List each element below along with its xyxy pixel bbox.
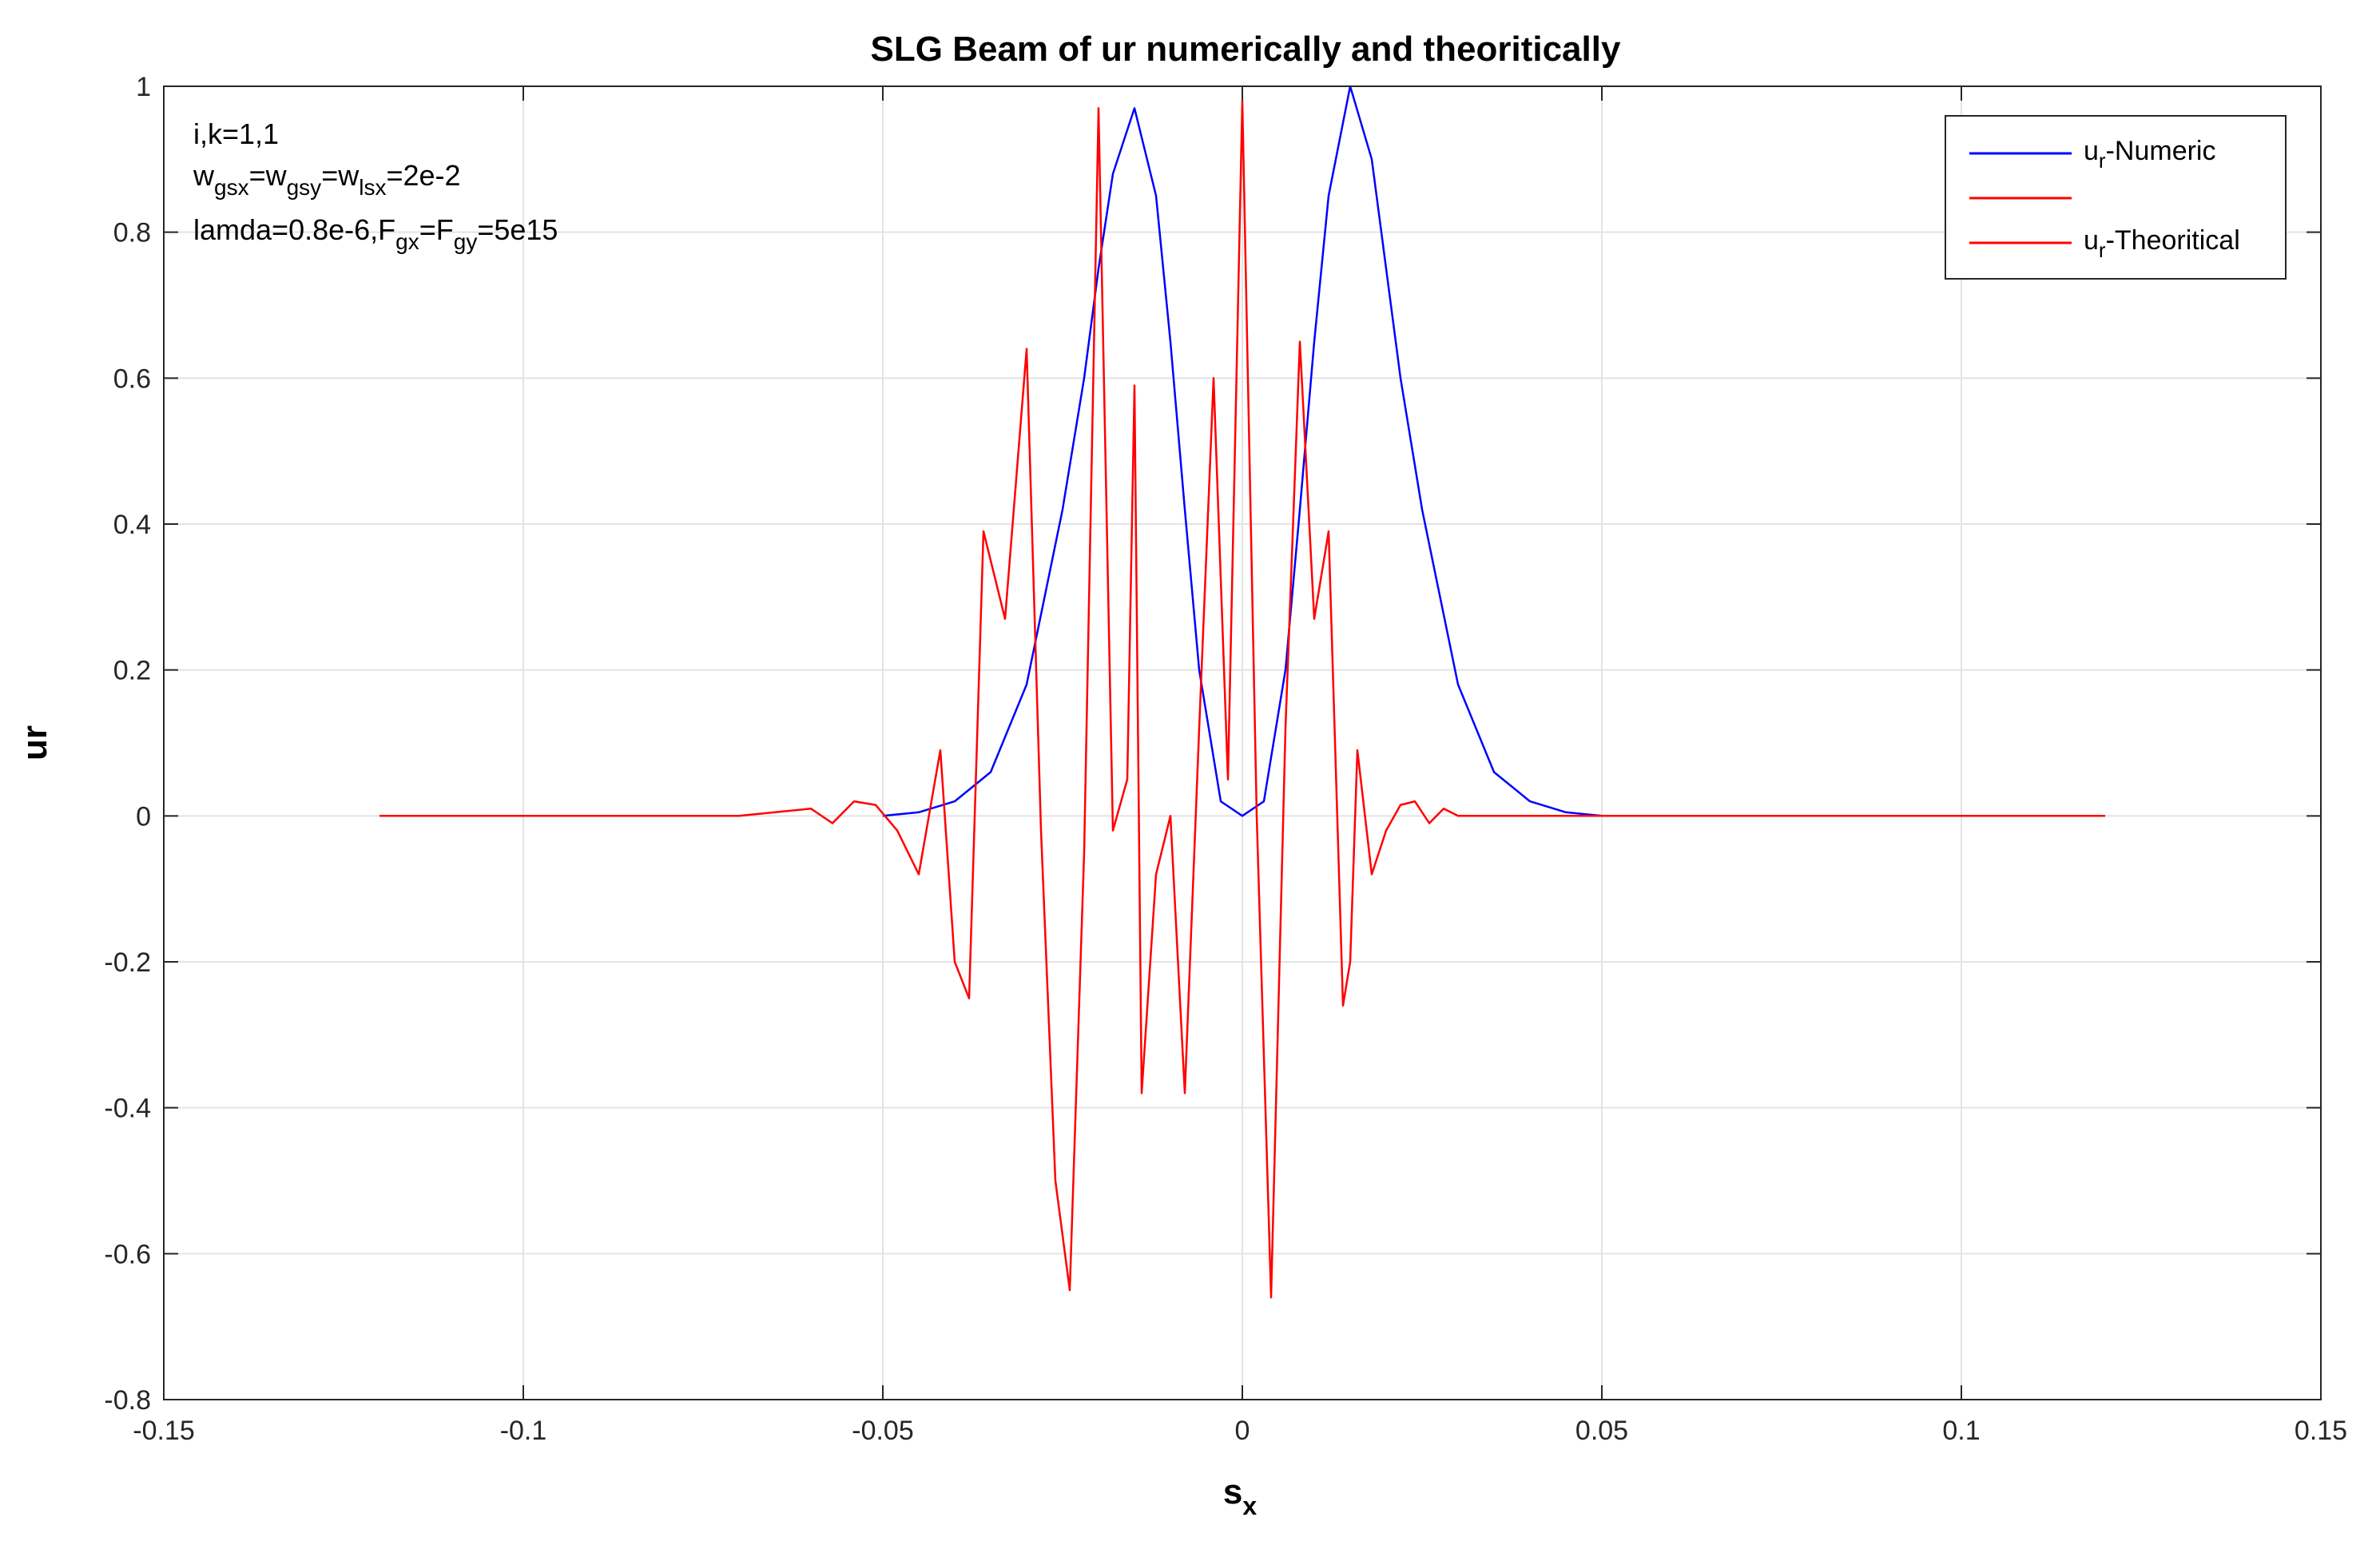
legend-label-theoritical: ur-Theoritical (2084, 225, 2240, 262)
annotation-line-2: wgsx=wgsy=wlsx=2e-2 (193, 159, 461, 200)
x-tick-label: 0.1 (1942, 1416, 1980, 1446)
legend: ur-Numeric ur-Theoritical (1945, 115, 2287, 280)
y-tick-label: 0.8 (113, 218, 151, 248)
y-tick-label: 0.4 (113, 510, 151, 540)
y-axis-label: ur (15, 725, 54, 761)
y-tick-label: 1 (136, 72, 151, 102)
y-tick-label: -0.2 (104, 947, 151, 978)
y-tick-label: -0.8 (104, 1385, 151, 1416)
series-line-0 (882, 85, 1603, 817)
x-tick-label: -0.15 (133, 1416, 195, 1446)
x-tick-label: 0 (1235, 1416, 1250, 1446)
series-line-1 (379, 100, 2105, 1299)
x-axis-label: sx (1223, 1472, 1257, 1520)
x-tick-label: 0.15 (2295, 1416, 2347, 1446)
legend-label-numeric: ur-Numeric (2084, 136, 2216, 173)
x-tick-label: 0.05 (1575, 1416, 1628, 1446)
chart-title: SLG Beam of ur numerically and theoritic… (871, 30, 1621, 69)
y-tick-label: -0.4 (104, 1094, 151, 1124)
ticks: -0.15 -0.1 -0.05 0 0.05 0.1 0.15 -0.8 -0.6 -0.4 -0… (104, 72, 2347, 1446)
annotation-line-1: i,k=1,1 (193, 117, 279, 150)
y-tick-label: -0.6 (104, 1239, 151, 1269)
x-tick-label: -0.1 (500, 1416, 547, 1446)
annotation-line-3: lamda=0.8e-6,Fgx=Fgy=5e15 (193, 213, 558, 254)
y-tick-label: 0 (136, 801, 151, 832)
y-tick-label: 0.2 (113, 656, 151, 686)
series-layer (379, 85, 2105, 1299)
y-tick-label: 0.6 (113, 363, 151, 394)
x-tick-label: -0.05 (852, 1416, 914, 1446)
annotation: i,k=1,1 wgsx=wgsy=wlsx=2e-2 lamda=0.8e-6… (193, 117, 558, 254)
